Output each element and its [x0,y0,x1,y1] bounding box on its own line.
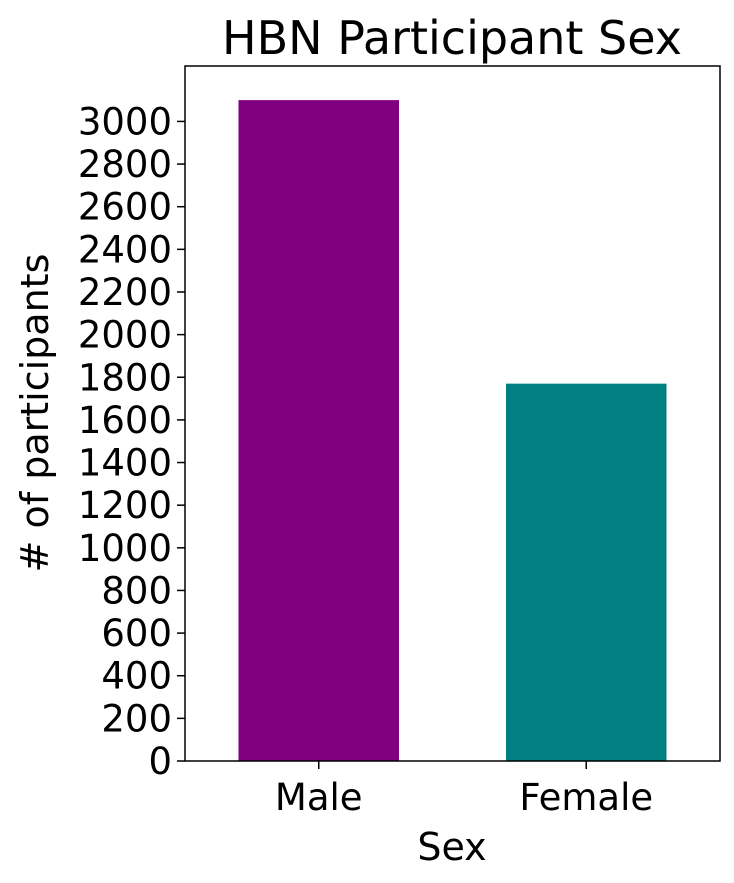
y-axis-label: # of participants [13,254,57,573]
y-tick-label: 400 [101,655,172,698]
y-tick-label: 1200 [78,484,172,527]
y-axis-ticks: 0200400600800100012001400160018002000220… [78,100,185,783]
y-tick-label: 0 [148,740,172,783]
chart-title: HBN Participant Sex [222,11,682,65]
x-tick-label: Male [275,776,363,819]
plot-frame [184,65,721,762]
y-tick-label: 1400 [78,442,172,485]
y-tick-label: 600 [101,612,172,655]
y-tick-label: 2200 [78,271,172,314]
bar-male [238,100,399,762]
y-tick-label: 1000 [78,527,172,570]
bar-female [506,383,667,761]
y-tick-label: 1600 [78,399,172,442]
x-axis-label: Sex [417,825,486,869]
x-tick-label: Female [519,776,653,819]
y-tick-label: 1800 [78,356,172,399]
y-tick-label: 2800 [78,143,172,186]
y-tick-label: 200 [101,697,172,740]
y-tick-label: 2600 [78,186,172,229]
y-tick-label: 2000 [78,314,172,357]
y-tick-label: 2400 [78,228,172,271]
y-tick-label: 800 [101,569,172,612]
x-axis-ticks: Male Female [275,761,653,819]
bars [238,100,667,762]
y-tick-label: 3000 [78,100,172,143]
